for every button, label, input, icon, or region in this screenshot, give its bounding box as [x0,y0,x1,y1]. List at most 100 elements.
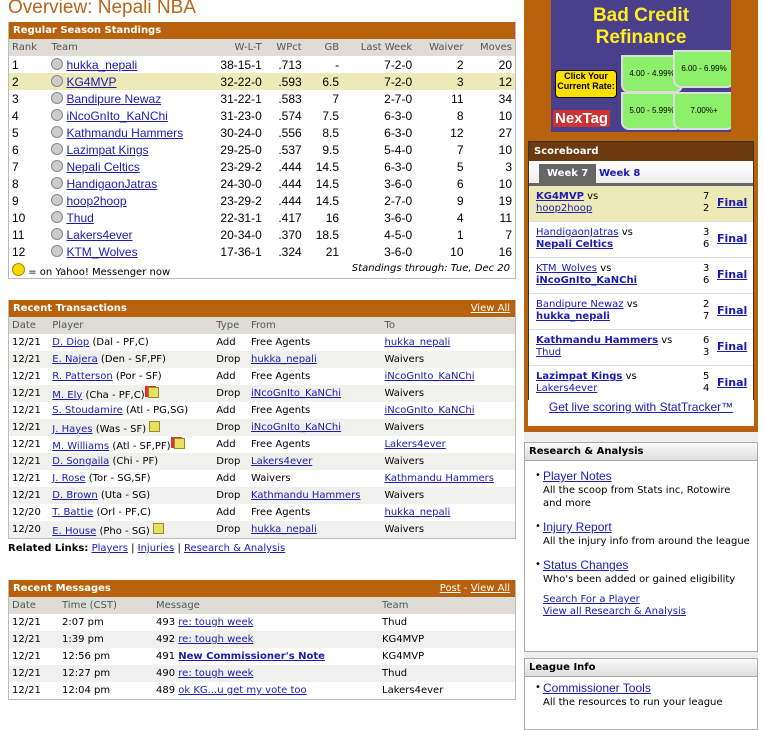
team-link[interactable]: Bandipure Newaz [536,299,624,310]
research-link[interactable]: Player Notes [543,469,612,483]
post-message-link[interactable]: Post [439,583,461,594]
team-link[interactable]: iNcoGnIto_KaNChi [66,108,168,123]
team-link[interactable]: hukka_nepali [66,57,138,72]
research-link[interactable]: Status Changes [543,558,629,572]
message-link[interactable]: ok KG...u get my vote too [178,685,307,696]
from-text: Free Agents [251,439,311,450]
player-link[interactable]: T. Battie [52,507,94,518]
bullet: • [535,682,541,693]
team-link[interactable]: Lakers4ever [536,383,598,394]
team-link[interactable]: KG4MVP [66,74,117,89]
team-link[interactable]: hoop2hoop [66,193,127,208]
player-link[interactable]: R. Patterson [52,371,113,382]
team-link[interactable]: iNcoGnIto_KaNChi [384,405,475,416]
cell: KTM_Wolves [48,243,204,260]
team-link[interactable]: KTM_Wolves [66,244,138,259]
new-player-note-icon[interactable] [147,386,159,398]
table-row: 3 Bandipure Newaz 31-22-1 .583 7 2-7-0 11 34 [9,90,515,107]
team-link[interactable]: Lazimpat Kings [66,142,149,157]
team-link[interactable]: iNcoGnIto_KaNChi [251,422,342,433]
ad-cta[interactable]: Click Your Current Rate: [555,70,617,98]
player-link[interactable]: D. Songaila [52,456,110,467]
team-link[interactable]: HandigaonJatras [66,176,158,191]
final-link[interactable]: Final [717,196,748,209]
tab-week-7[interactable]: Week 7 [539,164,597,183]
team-link[interactable]: HandigaonJatras [536,227,619,238]
related-link[interactable]: Injuries [137,543,175,554]
team-link[interactable]: Kathmandu Hammers [251,490,361,501]
team-link[interactable]: Lakers4ever [251,456,313,467]
team-link[interactable]: iNcoGnIto_KaNChi [251,388,342,399]
new-player-note-icon[interactable] [173,437,185,449]
team-link[interactable]: Thud [66,210,94,225]
cell: hukka_nepali [48,56,204,73]
final-link[interactable]: Final [717,232,748,245]
team-link[interactable]: iNcoGnIto_KaNChi [536,275,638,286]
ad-jar[interactable]: 4.00 - 4.99% [621,55,683,93]
research-link[interactable]: Injury Report [543,520,612,534]
from-text: Free Agents [251,371,311,382]
related-link[interactable]: Players [91,543,128,554]
stattracker-link[interactable]: Get live scoring with StatTracker™ [548,400,734,414]
search-player-link[interactable]: Search For a Player [543,594,640,605]
date: 12/21 [9,419,50,436]
table-row: 11 Lakers4ever 20-34-0 .370 18.5 4-5-0 1 7 [9,226,515,243]
team-link[interactable]: hukka_nepali [536,311,610,322]
team-link[interactable]: Kathmandu Hammers [66,125,184,140]
team-link[interactable]: Thud [536,347,562,358]
tab-week-8[interactable]: Week 8 [599,168,641,179]
transactions-view-all[interactable]: View All [470,303,510,314]
message-link[interactable]: re: tough week [178,634,254,645]
team-a: KG4MVP vs [536,191,598,202]
message-link[interactable]: re: tough week [178,668,254,679]
bullet: • [535,470,541,481]
view-all-research-link[interactable]: View all Research & Analysis [543,606,686,617]
player-link[interactable]: D. Brown [52,490,98,501]
team-link[interactable]: Lazimpat Kings [536,371,623,382]
final-link[interactable]: Final [717,304,748,317]
team-link[interactable]: hukka_nepali [251,524,317,535]
player-link[interactable]: J. Rose [52,473,86,484]
ad-jar[interactable]: 5.00 - 5.99% [621,92,683,130]
team-link[interactable]: Lakers4ever [384,439,446,450]
final-link[interactable]: Final [717,376,748,389]
related-link[interactable]: Research & Analysis [184,543,286,554]
message-link[interactable]: re: tough week [178,617,254,628]
message-link[interactable]: New Commissioner's Note [178,651,325,662]
player-note-icon[interactable] [149,420,161,432]
team-link[interactable]: hukka_nepali [251,354,317,365]
player-link[interactable]: E. House [52,525,97,537]
team-link[interactable]: Nepali Celtics [536,239,614,250]
final-link[interactable]: Final [717,268,748,281]
team-link[interactable]: Lakers4ever [66,227,133,242]
team-link[interactable]: hoop2hoop [536,203,593,214]
cell: 8.5 [322,125,340,140]
team-link[interactable]: hukka_nepali [384,507,451,518]
team-link[interactable]: KG4MVP [536,191,584,202]
ad-jar[interactable]: 6.00 - 6.99% [673,50,731,88]
player-link[interactable]: E. Najera [52,354,98,365]
team-link[interactable]: Kathmandu Hammers [384,473,494,484]
team-link[interactable]: Bandipure Newaz [66,91,162,106]
final-link[interactable]: Final [717,340,748,353]
player-link[interactable]: D. Diop [52,337,90,348]
matchup: Lazimpat Kings vs Lakers4ever 5 4 Final [529,366,753,402]
advertisement-banner[interactable]: Bad Credit Refinance 4.00 - 4.99% 6.00 -… [551,0,731,132]
messages-view-all[interactable]: View All [470,583,510,594]
ad-jar[interactable]: 7.00%+ [673,92,731,130]
team-link[interactable]: Nepali Celtics [66,159,140,174]
cell: 6 [456,176,464,191]
cell: 14.5 [315,159,340,174]
team-link[interactable]: iNcoGnIto_KaNChi [384,371,475,382]
team-link[interactable]: Kathmandu Hammers [536,335,659,346]
table-row: 12/21 2:07 pm 493 re: tough week Thud [9,614,515,631]
type: Add [216,473,236,484]
team-link[interactable]: KTM_Wolves [536,263,597,274]
player-link[interactable]: M. Ely [52,389,83,401]
player-link[interactable]: S. Stoudamire [52,405,123,416]
player-note-icon[interactable] [152,522,164,534]
team-link[interactable]: hukka_nepali [384,337,451,348]
commissioner-tools-link[interactable]: Commissioner Tools [543,681,651,695]
player-link[interactable]: J. Hayes [52,423,93,435]
player-link[interactable]: M. Williams [52,440,110,452]
